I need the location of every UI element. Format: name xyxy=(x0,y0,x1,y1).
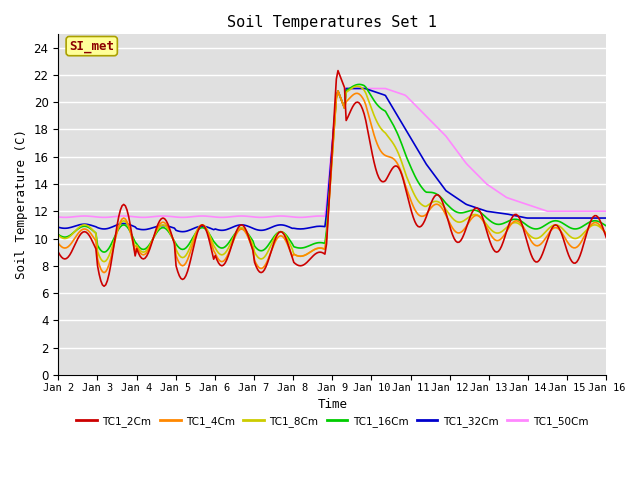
Legend: TC1_2Cm, TC1_4Cm, TC1_8Cm, TC1_16Cm, TC1_32Cm, TC1_50Cm: TC1_2Cm, TC1_4Cm, TC1_8Cm, TC1_16Cm, TC1… xyxy=(72,412,592,431)
Title: Soil Temperatures Set 1: Soil Temperatures Set 1 xyxy=(227,15,437,30)
Y-axis label: Soil Temperature (C): Soil Temperature (C) xyxy=(15,130,28,279)
Text: SI_met: SI_met xyxy=(69,39,114,53)
X-axis label: Time: Time xyxy=(317,398,348,411)
